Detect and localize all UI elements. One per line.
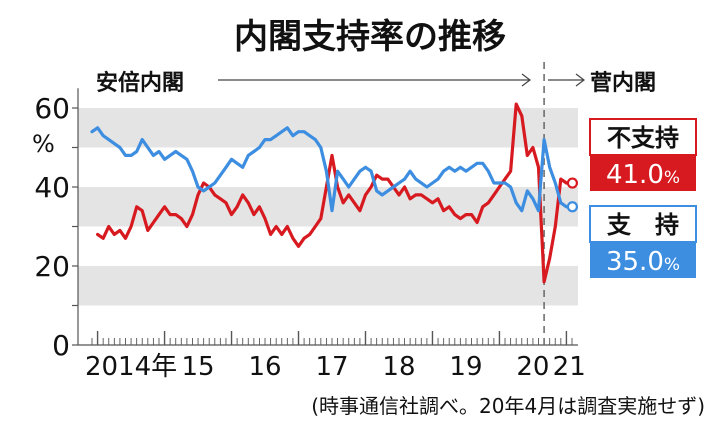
chart-title: 内閣支持率の推移 bbox=[234, 17, 506, 57]
x-tick-label: 17 bbox=[315, 352, 348, 382]
series-lines bbox=[90, 102, 579, 284]
grid-band-0 bbox=[78, 266, 578, 306]
series-endpoint-1 bbox=[566, 201, 579, 213]
abe-period-arrow bbox=[218, 73, 531, 87]
legend-approval: 支 持 35.0% bbox=[589, 205, 697, 278]
legend-disapproval-value-box bbox=[590, 155, 696, 191]
series-line-0 bbox=[95, 102, 569, 284]
abe-cabinet-label: 安倍内閣 bbox=[96, 70, 184, 96]
x-tick-label: 16 bbox=[248, 352, 281, 382]
legend-disapproval-name: 不支持 bbox=[607, 124, 679, 152]
series-endpoint-0 bbox=[566, 177, 579, 189]
x-tick-label: 20 bbox=[516, 352, 549, 382]
x-tick-label: 19 bbox=[449, 352, 482, 382]
y-axis: 0 20 40 60 bbox=[34, 88, 79, 362]
y-tick-label: 40 bbox=[34, 171, 70, 204]
grid-band-2 bbox=[78, 108, 578, 148]
legend-approval-value-box bbox=[590, 242, 696, 278]
y-tick-label: 20 bbox=[34, 250, 70, 283]
x-tick-label: 21 bbox=[553, 352, 586, 382]
x-tick-label: 15 bbox=[181, 352, 214, 382]
suga-cabinet-label: 菅内閣 bbox=[590, 71, 656, 96]
series-line-1 bbox=[90, 126, 569, 213]
grid-bands bbox=[78, 108, 578, 306]
legend-approval-value: 35.0% bbox=[606, 247, 680, 277]
y-tick-label: 60 bbox=[34, 92, 70, 125]
y-tick-label: 0 bbox=[52, 329, 70, 362]
y-axis-unit: % bbox=[32, 130, 55, 158]
legend-disapproval: 不支持 41.0% bbox=[589, 118, 697, 191]
x-tick-label: 18 bbox=[382, 352, 415, 382]
legend-approval-name: 支 持 bbox=[607, 211, 679, 239]
source-note: (時事通信社調べ。20年4月は調査実施せず) bbox=[311, 394, 705, 418]
legend-disapproval-value: 41.0% bbox=[606, 160, 680, 190]
x-axis: 2014年 15 16 17 18 19 20 21 bbox=[78, 331, 586, 382]
x-tick-label: 2014年 bbox=[85, 352, 177, 382]
suga-period-arrow bbox=[548, 73, 585, 87]
